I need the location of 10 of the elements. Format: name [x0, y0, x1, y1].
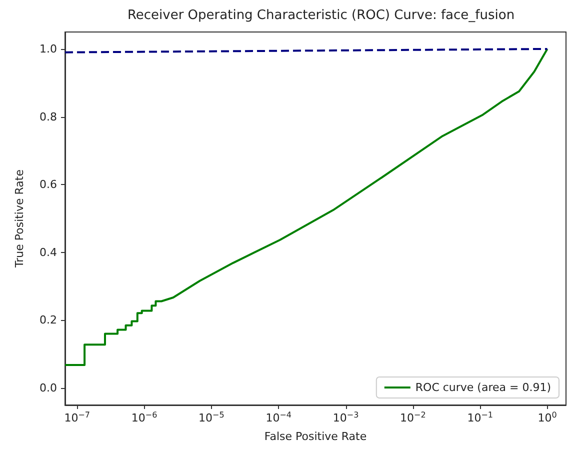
y-tick-label: 0.4 — [40, 246, 57, 259]
y-axis-title: True Positive Rate — [13, 169, 26, 268]
x-axis-title: False Positive Rate — [264, 430, 367, 443]
chart-title: Receiver Operating Characteristic (ROC) Curve: face_fusion — [127, 8, 515, 23]
y-tick-label: 0.6 — [40, 178, 57, 192]
legend-label: ROC curve (area = 0.91) — [415, 381, 551, 394]
y-tick-label: 0.8 — [40, 110, 57, 124]
y-tick-label: 1.0 — [40, 42, 57, 56]
y-tick-label: 0.2 — [40, 314, 57, 327]
y-tick-label: 0.0 — [40, 382, 57, 395]
